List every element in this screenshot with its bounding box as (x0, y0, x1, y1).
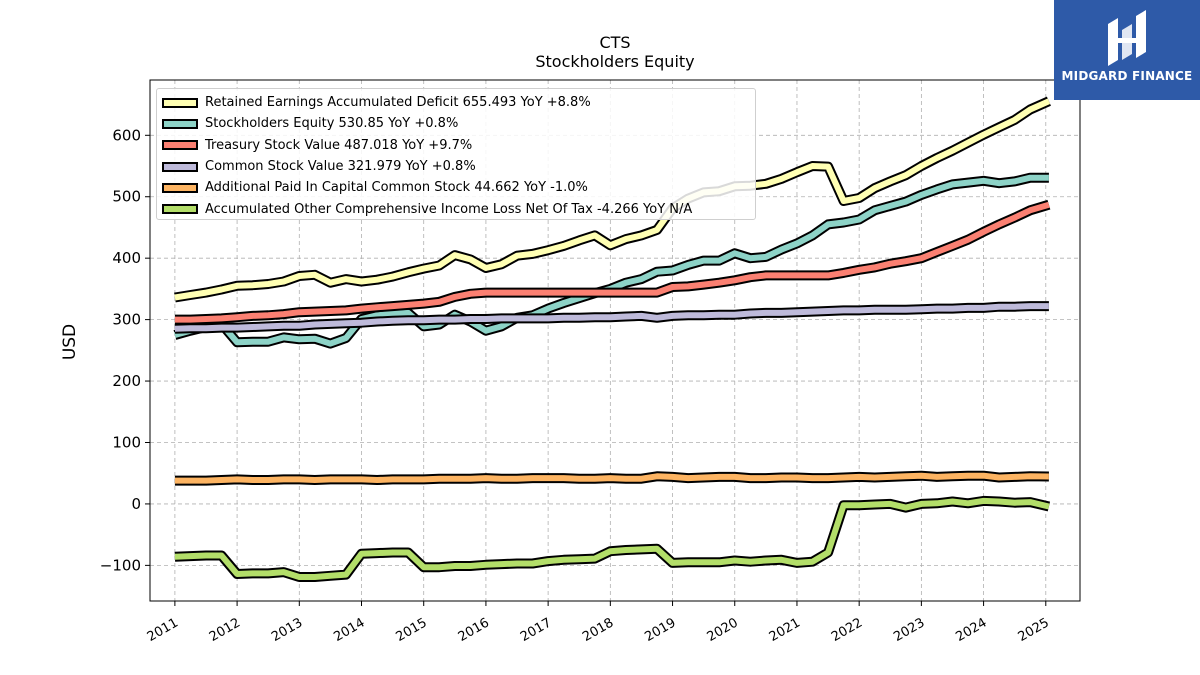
legend-item: Retained Earnings Accumulated Deficit 65… (160, 92, 755, 113)
brand-logo: MIDGARD FINANCE (1054, 0, 1200, 100)
series-2 (174, 199, 1051, 325)
legend-item: Common Stock Value 321.979 YoY +0.8% (160, 156, 755, 177)
legend-swatch (162, 97, 198, 108)
legend-item: Treasury Stock Value 487.018 YoY +9.7% (160, 135, 755, 156)
legend-item: Accumulated Other Comprehensive Income L… (160, 198, 755, 219)
series-line (174, 303, 1049, 332)
series-line (174, 201, 1050, 323)
legend-swatch (162, 140, 198, 151)
legend: Retained Earnings Accumulated Deficit 65… (156, 88, 756, 220)
series-line (174, 472, 1049, 484)
y-tick-label: 300 (112, 311, 141, 329)
legend-swatch (162, 161, 198, 172)
legend-label: Treasury Stock Value 487.018 YoY +9.7% (205, 137, 473, 153)
legend-label: Common Stock Value 321.979 YoY +0.8% (205, 159, 476, 175)
y-tick-label: 200 (112, 372, 141, 390)
series-0 (174, 96, 1051, 303)
series-lines (173, 96, 1051, 582)
legend-label: Additional Paid In Capital Common Stock … (205, 180, 588, 196)
legend-swatch (162, 182, 198, 193)
y-tick-label: 400 (112, 249, 141, 267)
series-line (174, 98, 1051, 301)
legend-label: Stockholders Equity 530.85 YoY +0.8% (205, 116, 459, 132)
legend-item: Additional Paid In Capital Common Stock … (160, 177, 755, 198)
series-5 (174, 495, 1051, 582)
series-line (174, 497, 1050, 580)
chart-subtitle: Stockholders Equity (535, 52, 695, 71)
y-tick-label: −100 (100, 556, 141, 574)
legend-item: Stockholders Equity 530.85 YoY +0.8% (160, 113, 755, 134)
y-tick-label: 100 (112, 433, 141, 451)
legend-swatch (162, 118, 198, 129)
legend-label: Retained Earnings Accumulated Deficit 65… (205, 95, 591, 111)
y-axis-label: USD (60, 324, 80, 360)
y-tick-label: 500 (112, 188, 141, 206)
series-4 (174, 470, 1049, 486)
y-tick-label: 600 (112, 126, 141, 144)
legend-swatch (162, 204, 198, 215)
legend-label: Accumulated Other Comprehensive Income L… (205, 201, 693, 217)
y-tick-label: 0 (131, 495, 141, 513)
logo-text: MIDGARD FINANCE (1061, 69, 1193, 83)
plot-frame (149, 79, 1081, 602)
logo-mark-icon (1108, 10, 1146, 66)
series-3 (174, 301, 1049, 334)
chart-title: CTS (599, 33, 631, 52)
